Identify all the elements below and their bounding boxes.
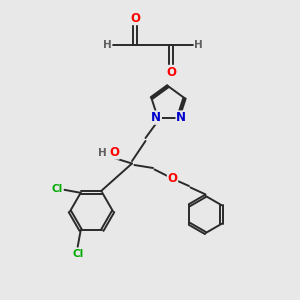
Text: N: N bbox=[151, 111, 161, 124]
Text: H: H bbox=[194, 40, 203, 50]
Text: O: O bbox=[130, 11, 140, 25]
Text: Cl: Cl bbox=[52, 184, 63, 194]
Text: O: O bbox=[109, 146, 119, 159]
Text: O: O bbox=[167, 172, 178, 185]
Text: H: H bbox=[103, 40, 112, 50]
Text: O: O bbox=[166, 65, 176, 79]
Text: N: N bbox=[176, 111, 186, 124]
Text: H: H bbox=[98, 148, 106, 158]
Text: Cl: Cl bbox=[72, 249, 83, 259]
